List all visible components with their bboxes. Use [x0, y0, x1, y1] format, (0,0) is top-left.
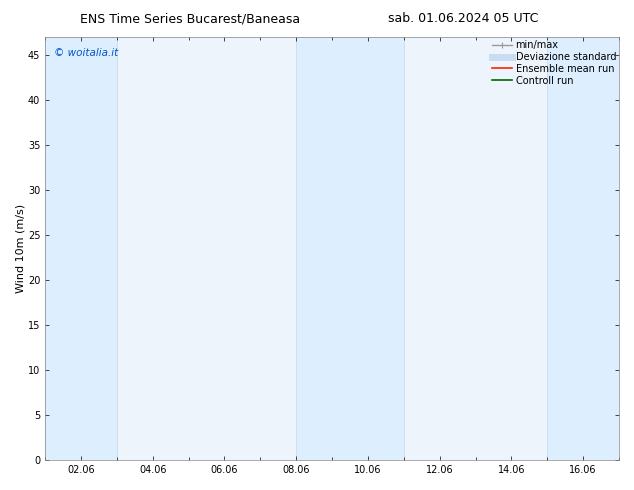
Text: © woitalia.it: © woitalia.it	[54, 48, 118, 58]
Bar	[45, 37, 117, 460]
Bar	[296, 37, 404, 460]
Text: ENS Time Series Bucarest/Baneasa: ENS Time Series Bucarest/Baneasa	[80, 12, 301, 25]
Bar	[547, 37, 619, 460]
Text: sab. 01.06.2024 05 UTC: sab. 01.06.2024 05 UTC	[387, 12, 538, 25]
Legend: min/max, Deviazione standard, Ensemble mean run, Controll run: min/max, Deviazione standard, Ensemble m…	[490, 38, 618, 88]
Y-axis label: Wind 10m (m/s): Wind 10m (m/s)	[15, 204, 25, 293]
